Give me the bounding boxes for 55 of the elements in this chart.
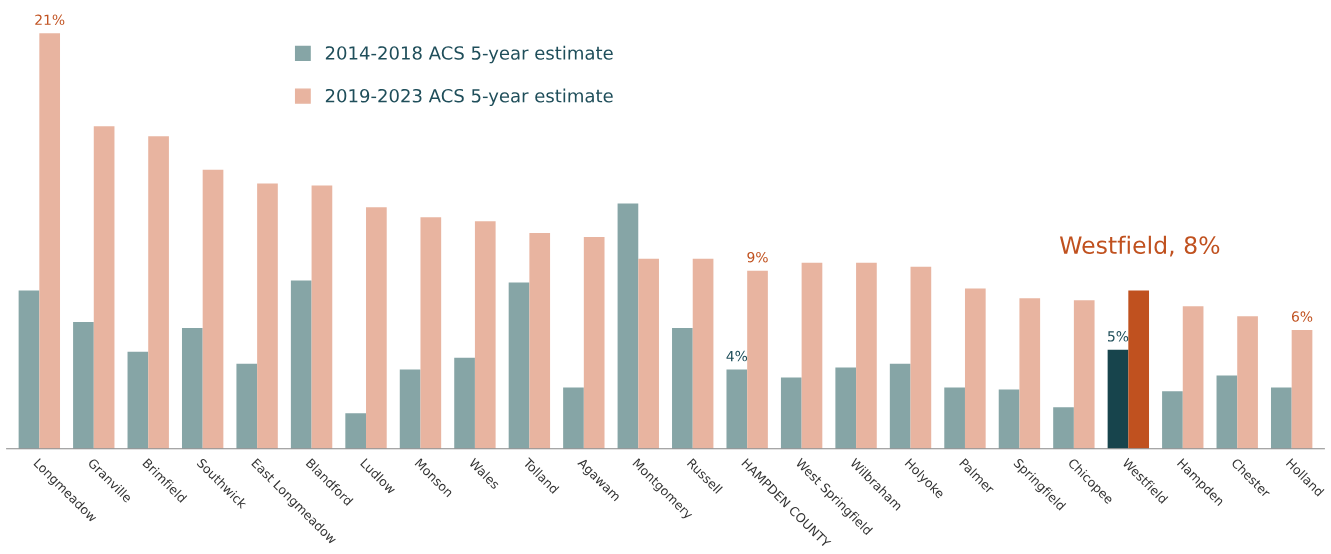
bar [583, 237, 605, 449]
data-label: 21% [35, 14, 65, 25]
bar [747, 270, 768, 449]
bar [1270, 387, 1292, 449]
data-label: 4% [726, 350, 748, 362]
bar [420, 217, 442, 449]
bar [563, 387, 584, 449]
data-label: 6% [1291, 311, 1313, 322]
legend-label: 2014-2018 ACS 5-year estimate [325, 45, 613, 64]
bar [474, 221, 496, 449]
bar [1019, 298, 1041, 449]
bar [692, 258, 714, 449]
bar [236, 363, 258, 449]
bar [998, 389, 1020, 449]
bar [964, 288, 986, 449]
bar [856, 262, 877, 449]
data-label: 9% [747, 251, 768, 263]
bar [366, 207, 387, 449]
bar [202, 169, 224, 449]
bar [1162, 391, 1183, 449]
bar [399, 369, 421, 449]
bar [801, 262, 823, 449]
bar [910, 266, 932, 449]
bar [181, 328, 203, 449]
bar [1073, 300, 1095, 449]
legend-label: 2019-2023 ACS 5-year estimate [325, 88, 613, 107]
bar [290, 280, 312, 449]
bar [345, 413, 367, 449]
bar [18, 290, 40, 449]
bar [257, 183, 278, 449]
bar [672, 328, 693, 449]
bar [508, 282, 530, 449]
bar [1182, 306, 1204, 449]
bar [148, 136, 169, 449]
bar [1053, 407, 1074, 449]
bar [780, 377, 802, 449]
bar [835, 367, 857, 449]
bar [1216, 375, 1238, 449]
bar [311, 185, 333, 449]
bar [638, 258, 659, 449]
bar [1291, 330, 1313, 449]
bar [726, 369, 748, 449]
bar [529, 233, 551, 449]
bar [1237, 316, 1258, 449]
bar [889, 363, 911, 449]
bar [617, 203, 639, 449]
bar [1107, 349, 1129, 449]
bar [127, 351, 149, 449]
bar [454, 357, 475, 449]
bar [39, 33, 61, 449]
annotation: Westfield, 8% [1059, 235, 1220, 257]
bar [944, 387, 965, 449]
bar [93, 126, 115, 449]
bar [73, 322, 94, 449]
bar [1128, 290, 1150, 449]
